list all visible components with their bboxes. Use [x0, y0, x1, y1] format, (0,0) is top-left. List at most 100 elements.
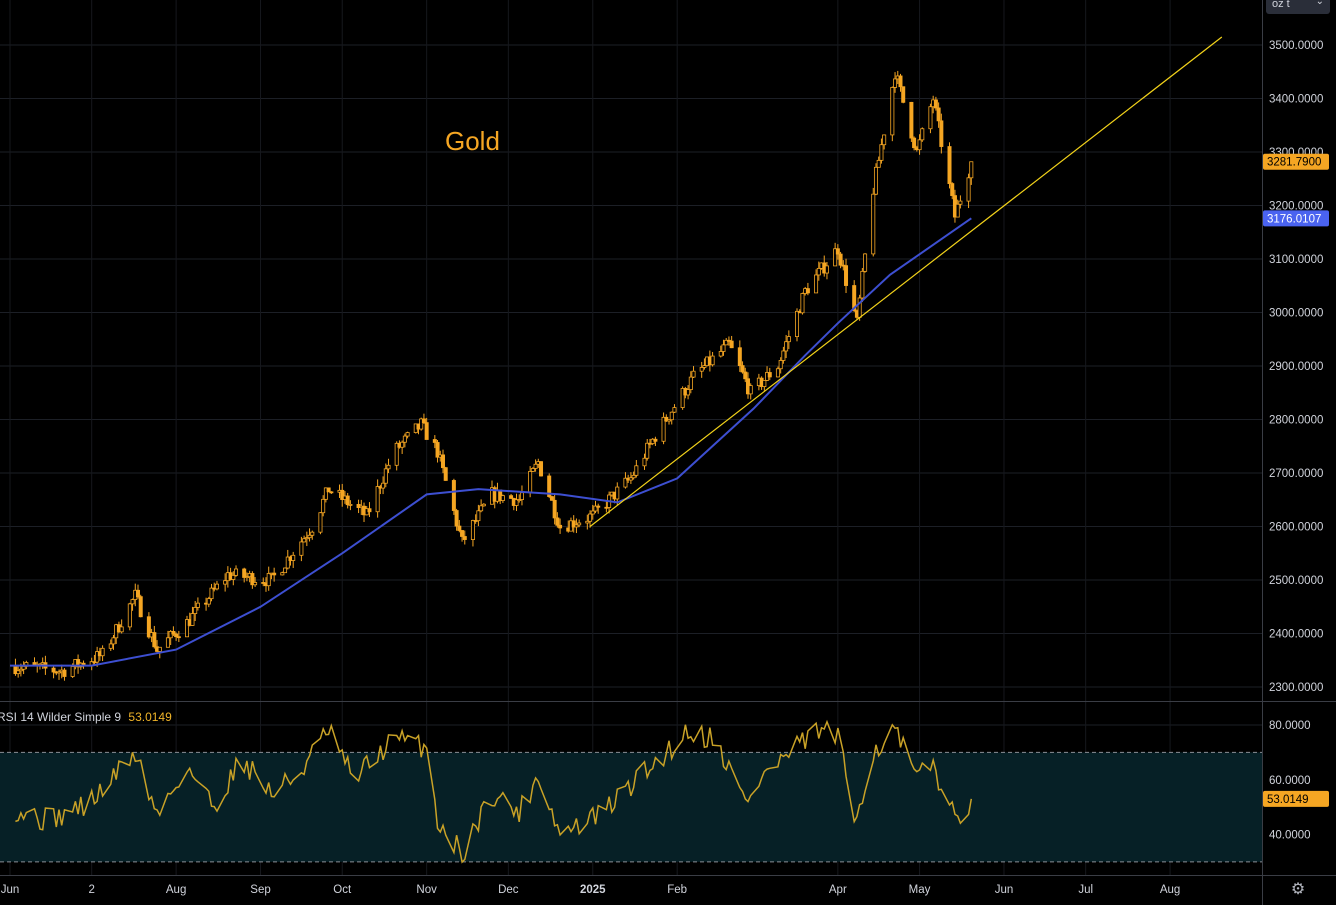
candle-body	[805, 288, 810, 294]
candle-body	[860, 270, 865, 299]
candle-body	[375, 486, 380, 513]
candle-body	[585, 520, 590, 524]
candle-body	[795, 310, 800, 338]
moving-average-line	[10, 217, 972, 667]
candle-body	[936, 107, 941, 122]
candle-body	[130, 599, 135, 605]
rsi-tick-label: 40.0000	[1269, 830, 1311, 842]
candle-body	[291, 554, 296, 561]
candle-body	[16, 670, 21, 675]
candle-body	[171, 630, 176, 635]
candle-body	[686, 389, 691, 396]
candle-body	[234, 568, 239, 576]
candle-body	[111, 637, 116, 645]
time-tick-label: 2	[88, 884, 94, 896]
candle-body	[95, 651, 100, 663]
chart-title: Gold	[445, 126, 500, 156]
candle-body	[51, 667, 56, 673]
price-tick-label: 2400.0000	[1269, 629, 1323, 641]
candle-body	[672, 407, 677, 413]
candle-body	[593, 505, 598, 512]
candle-body	[302, 538, 307, 543]
unit-dropdown[interactable]: oz t ⌄	[1266, 0, 1330, 14]
price-tick-label: 2500.0000	[1269, 575, 1323, 587]
candle-body	[421, 418, 426, 424]
candle-body	[645, 442, 650, 459]
candle-body	[138, 596, 143, 618]
candle-body	[740, 365, 745, 373]
candle-body	[762, 379, 767, 387]
candle-body	[318, 512, 323, 533]
candle-body	[571, 520, 576, 528]
candle-body	[176, 636, 181, 639]
candle-body	[443, 467, 448, 481]
candle-body	[966, 177, 971, 202]
candle-body	[623, 477, 628, 488]
candle-body	[321, 498, 326, 514]
price-tick-label: 2900.0000	[1269, 361, 1323, 373]
candle-body	[460, 530, 465, 537]
candle-body	[206, 598, 211, 605]
candle-body	[383, 468, 388, 484]
rsi-legend-name: RSI 14 Wilder Simple 9	[0, 710, 122, 724]
candle-body	[912, 137, 917, 149]
candle-body	[185, 619, 190, 638]
candle-body	[174, 633, 179, 638]
last-price-badge-bg	[1263, 153, 1329, 170]
trendline	[589, 36, 1223, 527]
time-tick-label: 2025	[580, 884, 606, 896]
time-tick-label: Nov	[416, 884, 437, 896]
candle-body	[165, 637, 170, 648]
candle-body	[402, 435, 407, 443]
price-tick-label: 2800.0000	[1269, 415, 1323, 427]
rsi-legend: RSI 14 Wilder Simple 9 53.0149	[0, 710, 172, 724]
candle-body	[814, 274, 819, 294]
candle-body	[835, 248, 840, 255]
candle-body	[778, 360, 783, 370]
candle-body	[307, 534, 312, 539]
candle-body	[667, 419, 672, 422]
candle-body	[193, 607, 198, 614]
candle-body	[555, 517, 560, 526]
candle-body	[939, 120, 944, 147]
rsi-tick-label: 60.0000	[1269, 775, 1311, 787]
candle-body	[304, 537, 309, 540]
candle-body	[596, 505, 601, 508]
candle-body	[470, 520, 475, 540]
time-tick-label: Jun	[1, 884, 20, 896]
time-tick-label: Sep	[250, 884, 270, 896]
candle-body	[146, 616, 151, 638]
candle-body	[250, 573, 255, 586]
rsi-value-badge-bg	[1263, 790, 1329, 807]
candle-body	[214, 583, 219, 590]
candle-body	[816, 267, 821, 276]
candle-body	[435, 442, 440, 458]
candle-body	[209, 587, 214, 600]
candle-body	[323, 487, 328, 500]
candle-body	[394, 442, 399, 466]
candle-body	[933, 99, 938, 109]
candle-body	[533, 463, 538, 469]
candle-body	[688, 376, 693, 391]
candle-body	[737, 347, 742, 366]
candle-body	[947, 146, 952, 184]
candle-body	[127, 603, 132, 628]
price-pane: Gold	[10, 36, 1223, 681]
candle-body	[168, 630, 173, 639]
candle-body	[476, 510, 481, 522]
candle-body	[479, 505, 484, 512]
candle-body	[873, 166, 878, 195]
candle-body	[405, 432, 410, 437]
time-tick-label: Jun	[995, 884, 1014, 896]
price-tick-label: 3400.0000	[1269, 94, 1323, 106]
gear-icon[interactable]: ⚙	[1290, 881, 1306, 898]
candle-body	[781, 350, 786, 361]
time-tick-label: Aug	[166, 884, 186, 896]
candle-body	[386, 464, 391, 470]
candle-body	[547, 475, 552, 497]
chevron-down-icon: ⌄	[1315, 0, 1324, 7]
candle-body	[539, 461, 544, 477]
candle-body	[100, 647, 105, 657]
